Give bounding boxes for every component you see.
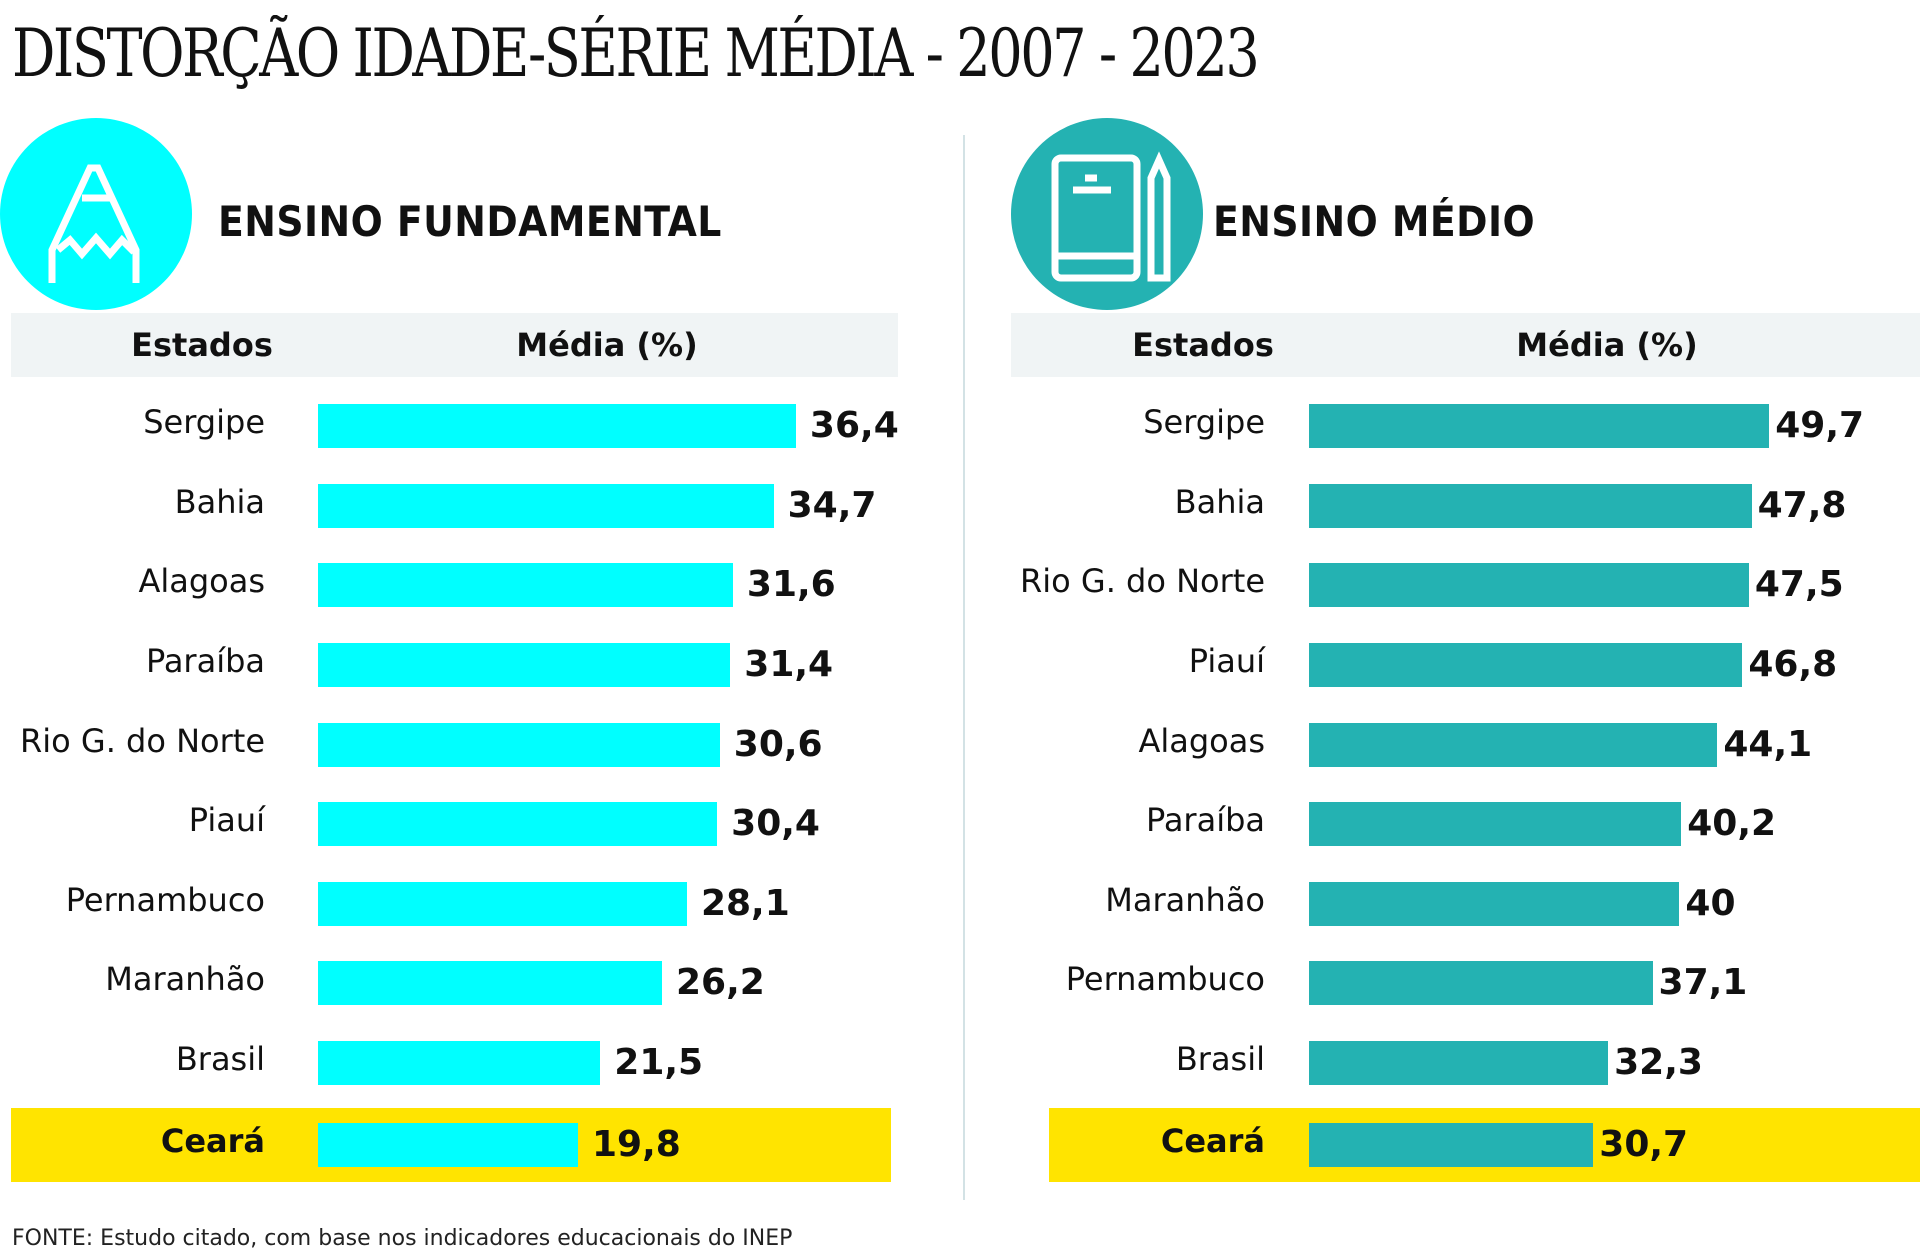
bar <box>1309 961 1653 1005</box>
chart-title: DISTORÇÃO IDADE-SÉRIE MÉDIA - 2007 - 202… <box>12 15 1260 92</box>
state-label: Bahia <box>174 483 265 521</box>
column-header-states: Estados <box>131 326 273 364</box>
state-label: Maranhão <box>105 960 265 998</box>
state-label: Rio G. do Norte <box>20 722 265 760</box>
pencil-icon <box>0 118 192 310</box>
section-title-fundamental: ENSINO FUNDAMENTAL <box>218 197 722 246</box>
column-header-value: Média (%) <box>516 326 698 364</box>
bar <box>1309 484 1752 528</box>
value-label: 44,1 <box>1723 724 1813 765</box>
value-label: 47,5 <box>1754 564 1844 605</box>
bar <box>318 723 720 767</box>
state-label: Bahia <box>1174 483 1265 521</box>
state-label: Alagoas <box>1138 722 1265 760</box>
state-label: Pernambuco <box>1065 960 1265 998</box>
column-header-states: Estados <box>1132 326 1274 364</box>
value-label: 30,7 <box>1599 1124 1689 1165</box>
value-label: 30,4 <box>731 803 820 844</box>
source-note: FONTE: Estudo citado, com base nos indic… <box>12 1226 793 1251</box>
value-label: 34,7 <box>787 485 877 526</box>
column-header-value: Média (%) <box>1516 326 1698 364</box>
bar <box>318 1041 601 1085</box>
state-label: Paraíba <box>145 642 265 680</box>
value-label: 47,8 <box>1757 485 1847 526</box>
bar <box>318 1123 578 1167</box>
bar <box>1309 563 1749 607</box>
value-label: 40,2 <box>1687 803 1777 844</box>
state-label: Pernambuco <box>65 881 265 919</box>
table-header-medio: Estados Média (%) <box>1011 313 1920 377</box>
value-label: 31,6 <box>746 564 836 605</box>
state-label: Piauí <box>188 801 265 839</box>
value-label: 40 <box>1685 883 1736 924</box>
bar <box>1309 802 1682 846</box>
state-label: Paraíba <box>1145 801 1265 839</box>
book-pencil-icon <box>1011 118 1203 310</box>
state-label: Brasil <box>1175 1040 1265 1078</box>
value-label: 31,4 <box>744 644 834 685</box>
table-header-fundamental: Estados Média (%) <box>11 313 898 377</box>
state-label: Sergipe <box>143 403 265 441</box>
value-label: 21,5 <box>614 1042 704 1083</box>
bar <box>1309 404 1770 448</box>
state-label: Alagoas <box>138 562 265 600</box>
state-label: Ceará <box>1160 1122 1265 1160</box>
state-label: Piauí <box>1188 642 1265 680</box>
value-label: 49,7 <box>1775 405 1865 446</box>
value-label: 28,1 <box>700 883 790 924</box>
value-label: 36,4 <box>809 405 899 446</box>
bar <box>318 563 733 607</box>
value-label: 26,2 <box>676 962 765 1003</box>
bar <box>1309 643 1743 687</box>
bar <box>318 961 662 1005</box>
value-label: 46,8 <box>1748 644 1838 685</box>
state-label: Ceará <box>160 1122 265 1160</box>
bar <box>318 404 796 448</box>
value-label: 19,8 <box>591 1124 681 1165</box>
section-title-medio: ENSINO MÉDIO <box>1213 197 1536 246</box>
value-label: 30,6 <box>733 724 823 765</box>
bar <box>1309 723 1718 767</box>
bar <box>318 484 774 528</box>
state-label: Maranhão <box>1105 881 1265 919</box>
state-label: Sergipe <box>1143 403 1265 441</box>
value-label: 32,3 <box>1614 1042 1703 1083</box>
panel-divider <box>963 135 965 1200</box>
bar <box>1309 1041 1609 1085</box>
bar <box>1309 1123 1594 1167</box>
state-label: Brasil <box>175 1040 265 1078</box>
bar <box>1309 882 1680 926</box>
bar <box>318 643 731 687</box>
bar <box>318 882 687 926</box>
bar <box>318 802 718 846</box>
value-label: 37,1 <box>1658 962 1748 1003</box>
state-label: Rio G. do Norte <box>1020 562 1265 600</box>
